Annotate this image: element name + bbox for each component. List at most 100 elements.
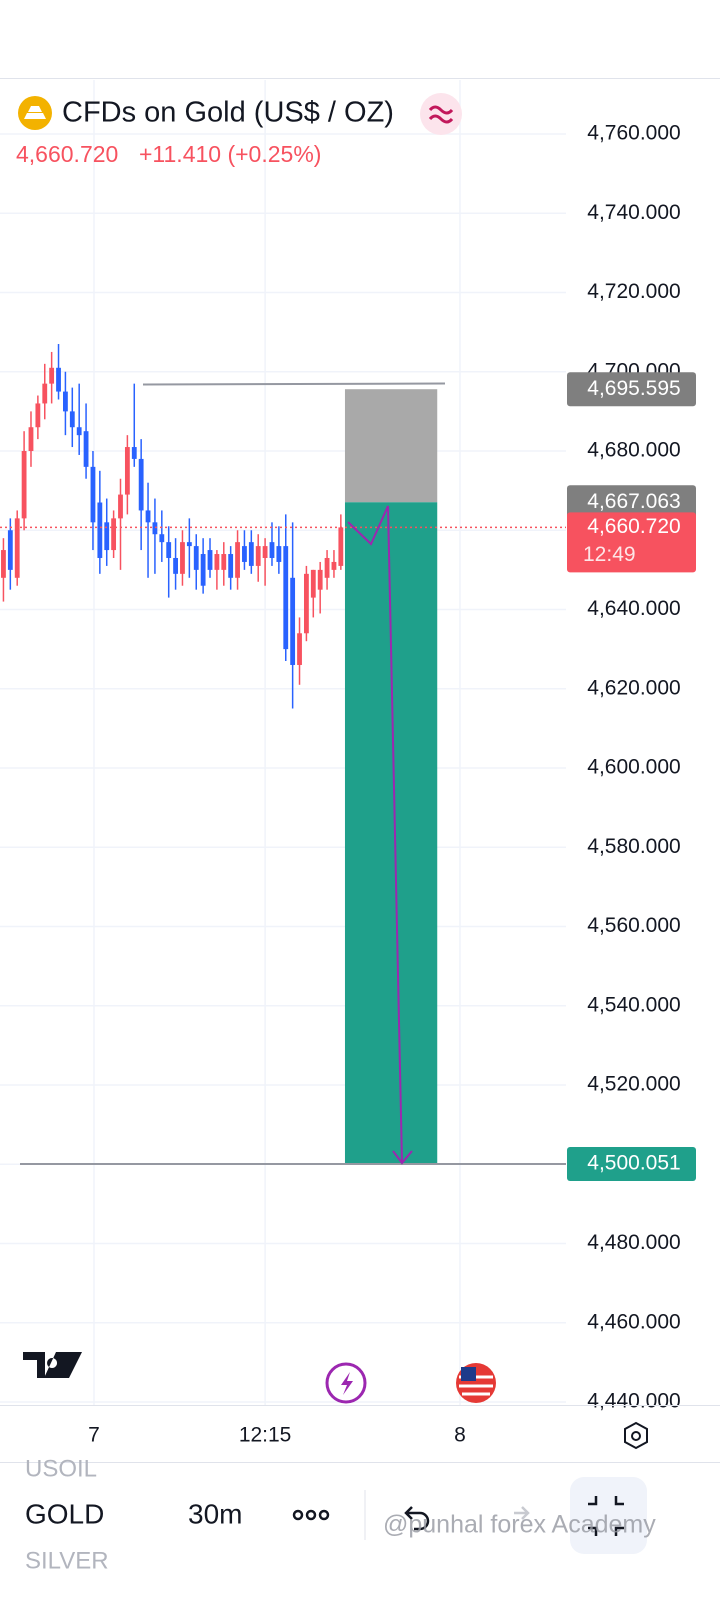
header-change: +11.410 (+0.25%) — [139, 141, 321, 167]
candle-body — [111, 518, 117, 551]
settings-icon[interactable] — [624, 1421, 648, 1450]
candle-body — [269, 542, 275, 558]
y-tick-label: 4,560.000 — [587, 914, 680, 937]
candle-body — [290, 577, 296, 665]
collapse-icon — [588, 1496, 624, 1536]
candle-body — [193, 546, 199, 570]
price-badge — [567, 1147, 696, 1182]
price-badge-label: 4,667.063 — [587, 490, 680, 513]
candle-body — [49, 367, 55, 384]
candle-body — [297, 633, 302, 665]
header-price: 4,660.720 — [16, 141, 118, 167]
fullscreen-button[interactable] — [570, 1477, 647, 1554]
indicators-icon[interactable] — [292, 1509, 330, 1521]
candle-body — [69, 411, 75, 428]
x-tick-label: 8 — [454, 1424, 466, 1447]
overlay — [347, 505, 413, 1165]
price-badge — [567, 372, 696, 407]
stop-zone — [344, 389, 438, 503]
y-tick-label: 4,520.000 — [587, 1073, 680, 1096]
candle-body — [283, 546, 289, 650]
candle-body — [145, 510, 151, 523]
x-tick-label: 7 — [88, 1424, 100, 1447]
candle-body — [131, 447, 137, 459]
x-tick-label: 12:15 — [239, 1424, 292, 1447]
price-badge-label: 4,660.720 — [587, 515, 680, 538]
price-badge — [567, 485, 696, 520]
candle-body — [221, 554, 227, 570]
price-scale: 4,440.0004,460.0004,480.0004,500.0004,52… — [567, 122, 696, 1413]
candle-body — [7, 530, 13, 570]
plot-area — [0, 344, 566, 1166]
target-zone — [344, 502, 438, 1165]
candle-body — [214, 554, 220, 570]
candle-body — [276, 546, 282, 562]
settings-dot — [631, 1431, 641, 1441]
candle-body — [235, 542, 240, 578]
candle-body — [242, 546, 247, 562]
arrow-head — [392, 1150, 413, 1165]
price-badge-label: 4,500.051 — [587, 1152, 680, 1175]
badge-icon — [428, 105, 454, 124]
candle-body — [338, 527, 344, 566]
candle-body — [63, 391, 68, 412]
candle-body — [56, 367, 61, 392]
candle-body — [180, 542, 185, 574]
candle-body — [324, 557, 330, 578]
tv-logo[interactable] — [23, 1352, 82, 1378]
candle-body — [104, 522, 110, 551]
horizontal-line — [142, 382, 446, 386]
interval[interactable]: 30m — [188, 1498, 242, 1529]
candle-body — [331, 561, 337, 570]
candle-body — [118, 494, 123, 519]
candle-body — [76, 427, 82, 436]
y-tick-label: 4,640.000 — [587, 597, 680, 620]
candle-body — [14, 518, 20, 578]
y-tick-label: 4,480.000 — [587, 1231, 680, 1254]
candle-body — [28, 427, 34, 452]
candle-body — [262, 546, 268, 558]
candle-body — [317, 569, 323, 590]
y-tick-label: 4,740.000 — [587, 201, 680, 224]
y-tick-label: 4,760.000 — [587, 122, 680, 145]
y-tick-label: 4,540.000 — [587, 993, 680, 1016]
arrow-path — [347, 505, 403, 1164]
symbol-tab[interactable]: USOIL — [25, 1455, 97, 1482]
candle-body — [166, 542, 172, 558]
symbol-tab[interactable]: SILVER — [25, 1547, 109, 1574]
candle-body — [228, 554, 234, 578]
candle-body — [97, 502, 103, 558]
symbol-tab-active[interactable]: GOLD — [25, 1498, 104, 1529]
flag-canton — [461, 1367, 476, 1381]
watermark: @punhal forex Academy — [383, 1511, 656, 1539]
indicator-badge[interactable] — [420, 93, 462, 135]
candle-body — [83, 431, 89, 467]
candle-body — [200, 554, 206, 586]
y-tick-label: 4,620.000 — [587, 676, 680, 699]
price-badge-label: 4,695.595 — [587, 377, 680, 400]
redo-icon[interactable] — [514, 1506, 530, 1520]
y-tick-label: 4,440.000 — [587, 1390, 680, 1413]
candle-body — [42, 383, 48, 404]
candle-body — [21, 451, 27, 519]
symbol-title[interactable]: CFDs on Gold (US$ / OZ) — [62, 97, 394, 129]
grid — [0, 80, 566, 1405]
candle-body — [1, 550, 6, 578]
candle-body — [138, 458, 144, 511]
y-tick-label: 4,460.000 — [587, 1310, 680, 1333]
candle-body — [310, 569, 316, 598]
y-tick-label: 4,580.000 — [587, 835, 680, 858]
candle-body — [255, 546, 261, 566]
candle-body — [90, 466, 96, 523]
candle-body — [304, 573, 309, 634]
candle-body — [186, 542, 192, 547]
price-badge — [567, 512, 696, 573]
lightning — [341, 1372, 353, 1395]
y-tick-label: 4,600.000 — [587, 756, 680, 779]
candle-body — [159, 534, 165, 543]
undo-icon[interactable] — [404, 1506, 430, 1531]
y-tick-label: 4,720.000 — [587, 280, 680, 303]
time-axis: 7 12:15 8 — [88, 1424, 466, 1447]
candle-body — [173, 557, 178, 574]
